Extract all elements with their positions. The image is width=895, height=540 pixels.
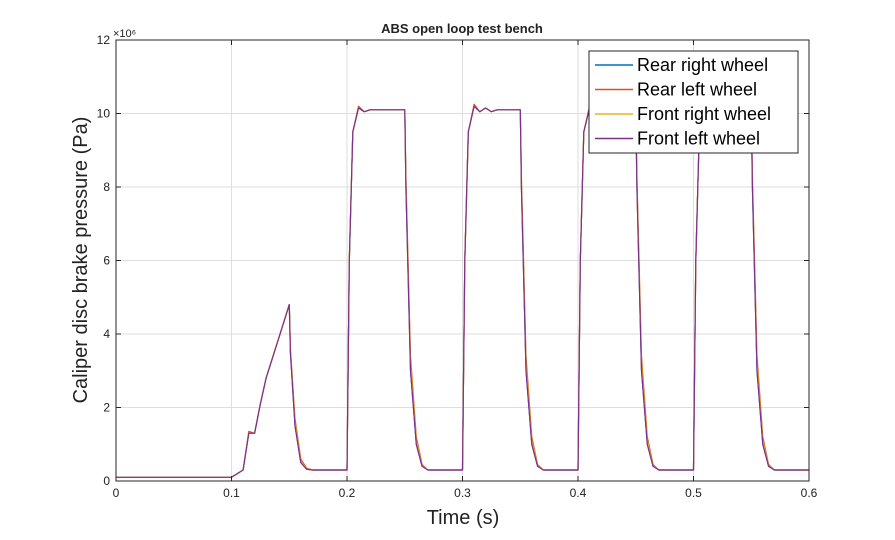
y-tick-label: 6 [103, 254, 110, 268]
y-tick-label: 4 [103, 327, 110, 341]
x-tick-label: 0.3 [454, 486, 471, 500]
series-lines [116, 103, 809, 478]
y-tick-label: 12 [97, 33, 111, 47]
x-axis-label: Time (s) [427, 507, 500, 529]
y-tick-label: 8 [103, 180, 110, 194]
series-line-front-left-wheel [116, 105, 809, 478]
y-tick-label: 2 [103, 401, 110, 415]
y-tick-label: 10 [97, 107, 111, 121]
x-tick-label: 0.6 [801, 486, 818, 500]
x-tick-label: 0.1 [223, 486, 240, 500]
x-tick-label: 0 [113, 486, 120, 500]
y-tick-label: 0 [103, 474, 110, 488]
chart-title: ABS open loop test bench [381, 21, 543, 36]
legend: Rear right wheel Rear left wheel Front rig… [588, 50, 799, 154]
y-multiplier-label: ×10⁶ [113, 28, 136, 40]
y-axis-label: Caliper disc brake pressure (Pa) [70, 117, 92, 404]
x-tick-label: 0.4 [570, 486, 587, 500]
legend-box [588, 50, 799, 154]
x-tick-label: 0.5 [685, 486, 702, 500]
legend-entry: Rear left wheel [637, 80, 757, 100]
legend-entry: Front right wheel [637, 104, 771, 124]
legend-entry: Rear right wheel [637, 55, 768, 75]
x-tick-label: 0.2 [339, 486, 356, 500]
legend-entry: Front left wheel [637, 129, 760, 149]
axis-ticks: 0 0.1 0.2 0.3 0.4 0.5 0.6 0 2 4 6 8 10 12 [97, 33, 818, 500]
